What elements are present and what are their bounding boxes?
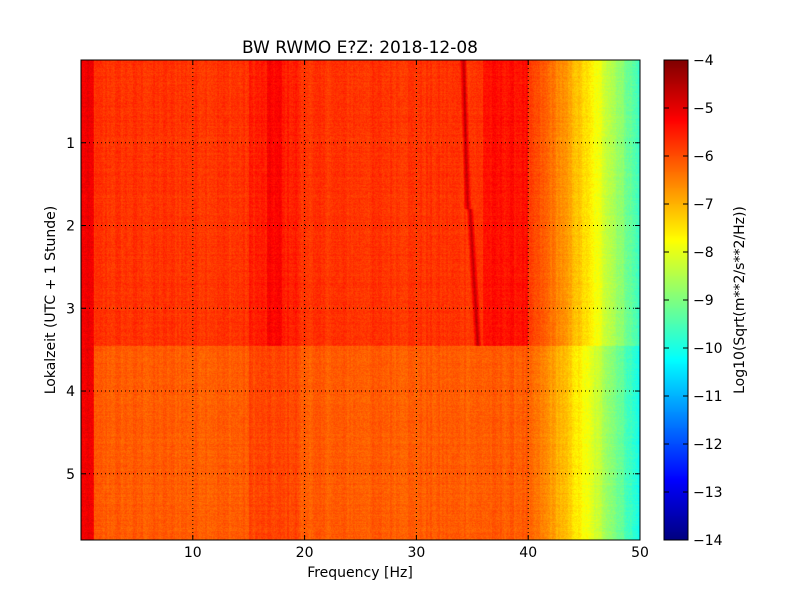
colorbar-label: Log10(Sqrt(m**2/s**2/Hz)) bbox=[732, 206, 748, 394]
spectrogram-heatmap bbox=[81, 60, 640, 540]
colorbar-tick-label: −7 bbox=[693, 197, 714, 213]
y-tick-label: 5 bbox=[66, 467, 75, 483]
colorbar-tick-label: −10 bbox=[693, 341, 723, 357]
colorbar-tick-label: −13 bbox=[693, 485, 723, 501]
colorbar-tick-label: −11 bbox=[693, 389, 723, 405]
colorbar-tick-label: −14 bbox=[693, 533, 723, 549]
colorbar-tick-label: −9 bbox=[693, 293, 714, 309]
colorbar-tick-label: −12 bbox=[693, 437, 723, 453]
x-tick-label: 50 bbox=[631, 545, 649, 561]
axis-ticks: 10 20 30 40 50 1 2 3 4 5 −4 −5 −6 −7 −8 −9 −10 −11 −12 −13 −… bbox=[66, 53, 723, 561]
x-tick-label: 10 bbox=[184, 545, 202, 561]
colorbar-tick-label: −8 bbox=[693, 245, 714, 261]
y-axis-label: Lokalzeit (UTC + 1 Stunde) bbox=[43, 206, 59, 395]
colorbar-tick-label: −6 bbox=[693, 149, 714, 165]
colorbar-tick-label: −4 bbox=[693, 53, 714, 69]
x-tick-label: 30 bbox=[407, 545, 425, 561]
x-axis-label: Frequency [Hz] bbox=[307, 565, 413, 581]
colorbar-tick-label: −5 bbox=[693, 101, 714, 117]
plot-frame bbox=[80, 59, 641, 541]
x-tick-label: 20 bbox=[296, 545, 314, 561]
y-tick-label: 4 bbox=[66, 384, 75, 400]
y-tick-label: 2 bbox=[66, 219, 75, 235]
y-tick-label: 3 bbox=[66, 301, 75, 317]
y-tick-label: 1 bbox=[66, 136, 75, 152]
colorbar-frame bbox=[663, 59, 689, 541]
x-tick-label: 40 bbox=[519, 545, 537, 561]
chart-title: BW RWMO E?Z: 2018-12-08 bbox=[242, 38, 478, 58]
grid-lines bbox=[81, 60, 640, 540]
